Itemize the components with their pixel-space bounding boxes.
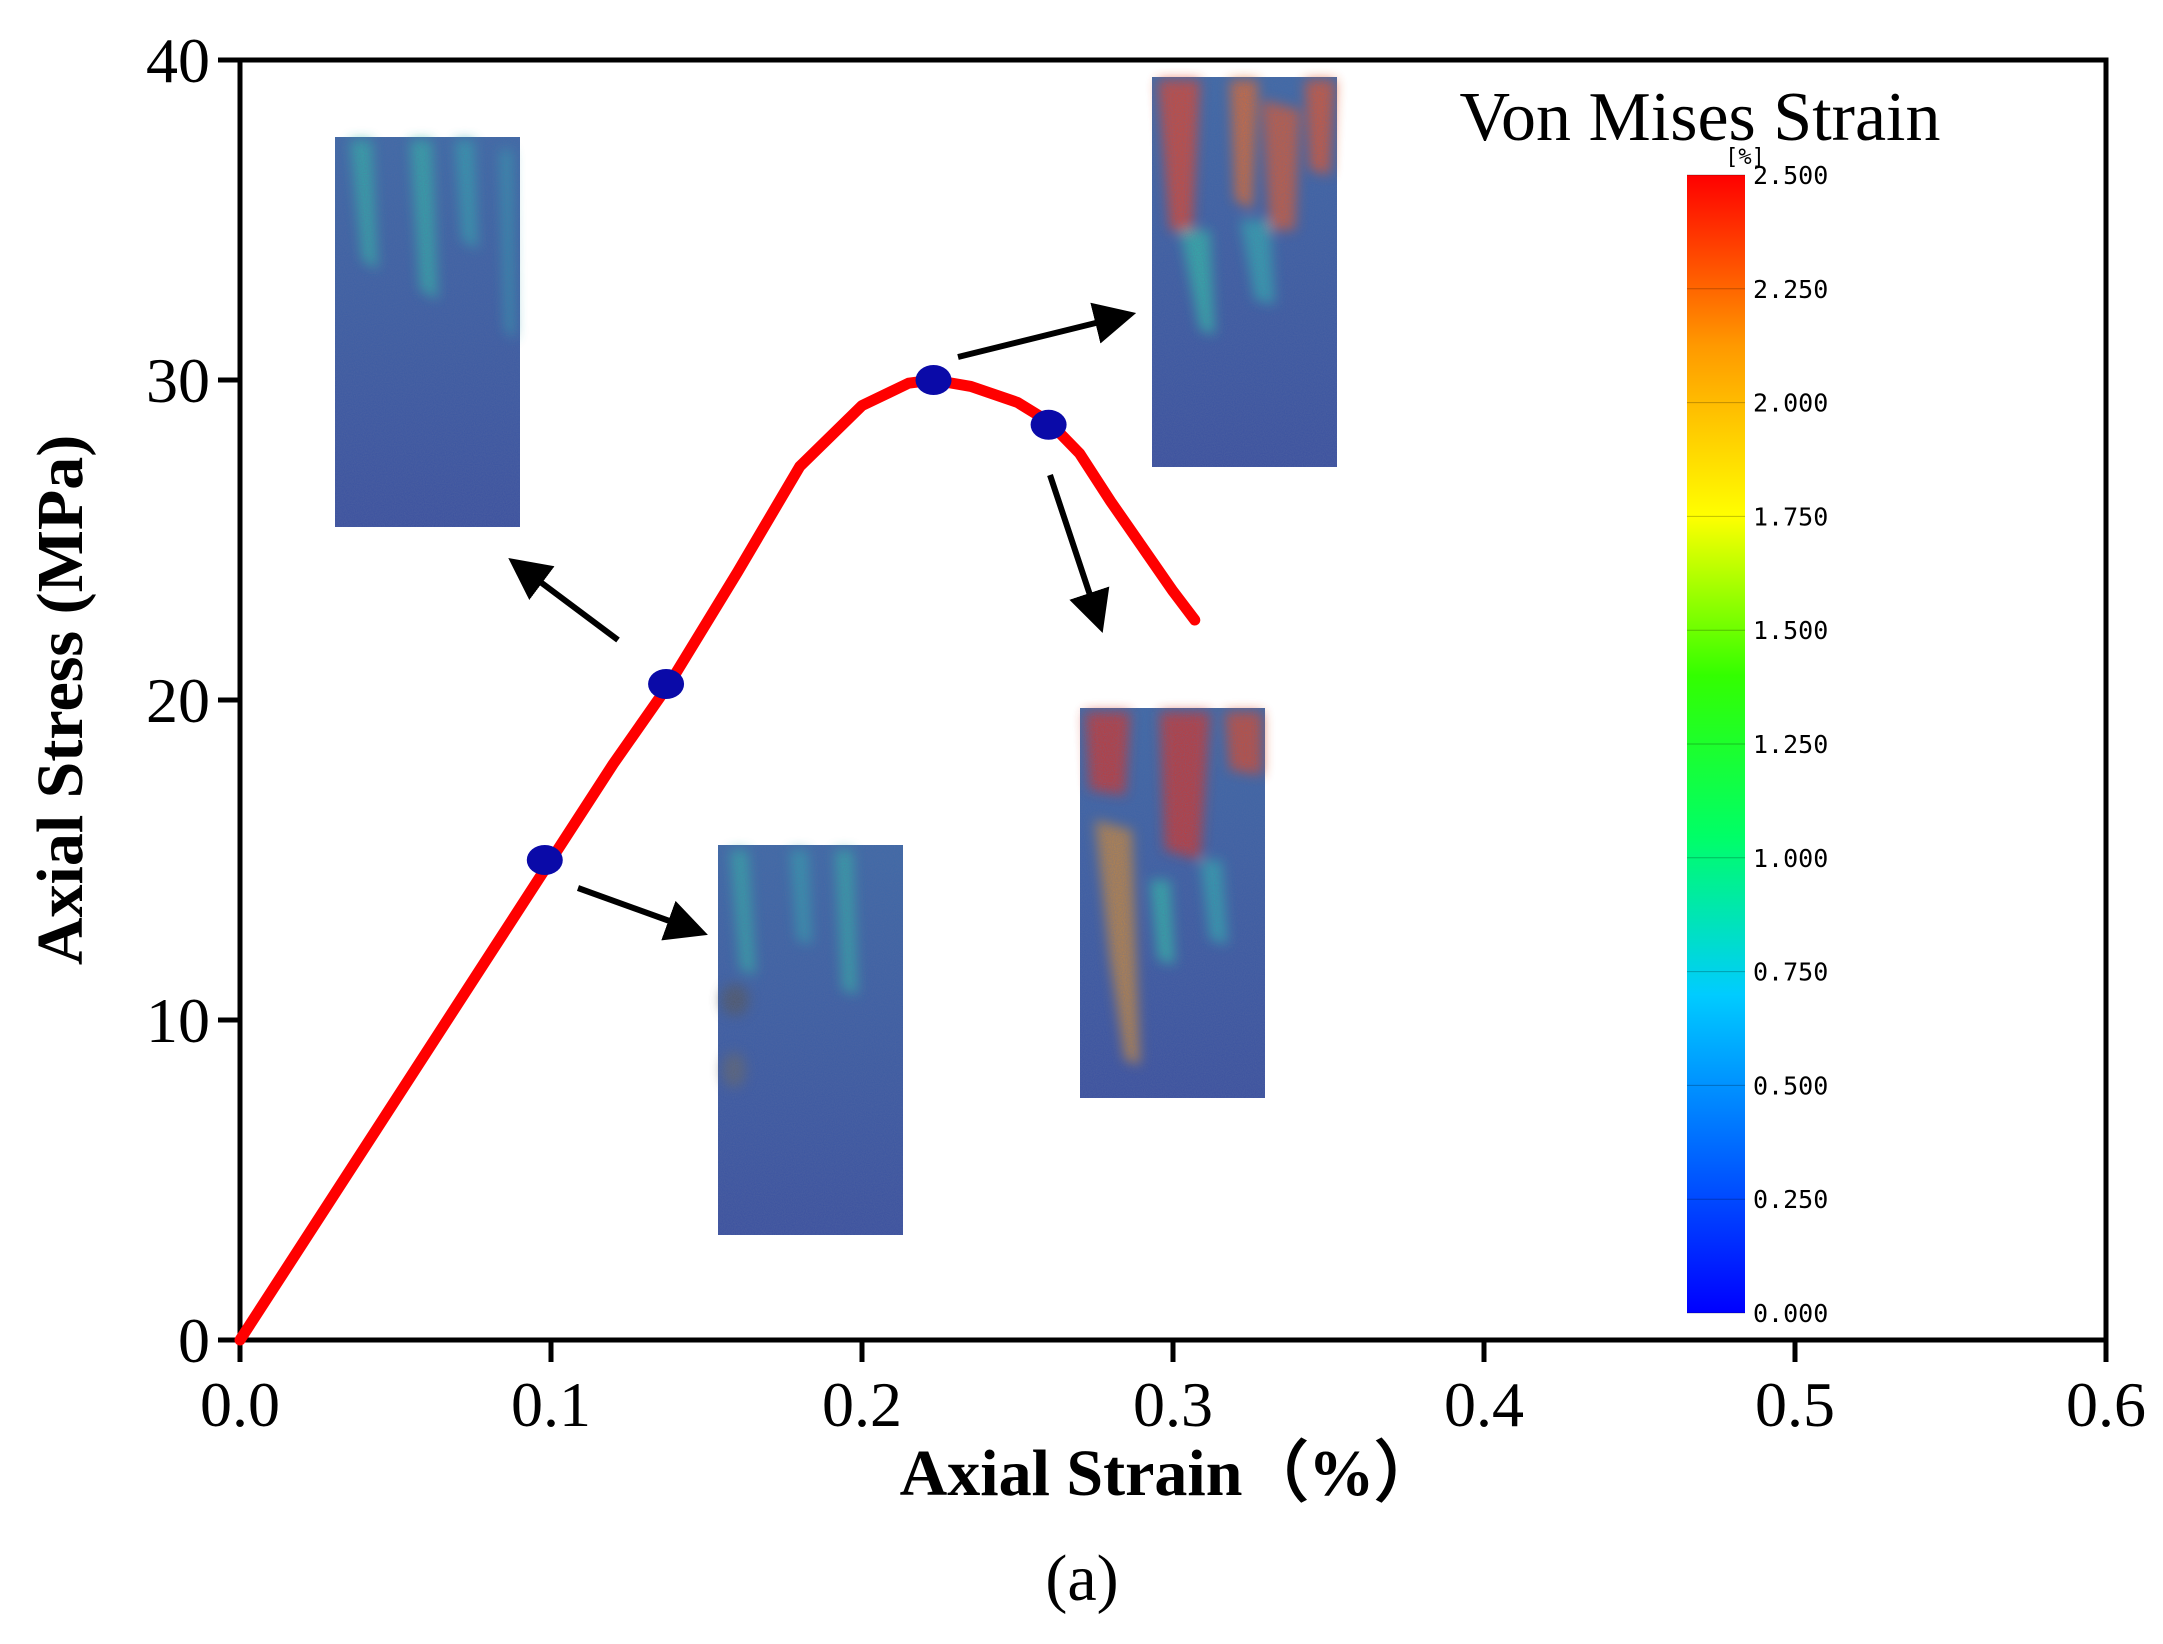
y-axis-ticks: 0 10 20 30 40 bbox=[146, 25, 240, 1376]
figure-caption: (a) bbox=[1045, 1542, 1118, 1615]
strain-image-peak bbox=[1152, 77, 1337, 467]
y-axis-title: Axial Stress (MPa) bbox=[24, 435, 97, 965]
x-tick-label: 0.3 bbox=[1133, 1369, 1213, 1440]
colorbar-ticks: 2.500 2.250 2.000 1.750 1.500 1.250 1.000 0.750… bbox=[1687, 161, 1828, 1328]
data-point-marker bbox=[915, 365, 952, 395]
data-point-marker bbox=[648, 669, 685, 699]
y-tick-label: 20 bbox=[146, 665, 210, 736]
y-tick-label: 10 bbox=[146, 985, 210, 1056]
data-markers bbox=[526, 365, 1067, 875]
y-tick-label: 40 bbox=[146, 25, 210, 96]
colorbar-gradient bbox=[1687, 175, 1745, 1313]
x-tick-label: 0.6 bbox=[2066, 1369, 2146, 1440]
colorbar-tick-label: 0.250 bbox=[1753, 1185, 1828, 1214]
arrow-to-20-mpa-image bbox=[508, 557, 620, 643]
colorbar-title: Von Mises Strain bbox=[1460, 79, 1941, 156]
colorbar-tick-label: 1.250 bbox=[1753, 730, 1828, 759]
colorbar-tick-label: 2.250 bbox=[1753, 275, 1828, 304]
y-tick-label: 0 bbox=[178, 1305, 210, 1376]
x-axis-ticks: 0.0 0.1 0.2 0.3 0.4 0.5 0.6 bbox=[200, 1340, 2146, 1440]
x-axis-title: Axial Strain（%） bbox=[900, 1436, 1441, 1510]
colorbar-tick-label: 2.500 bbox=[1753, 161, 1828, 190]
y-tick-label: 30 bbox=[146, 345, 210, 416]
strain-image-20-mpa bbox=[335, 137, 520, 527]
colorbar-unit: [%] bbox=[1725, 145, 1765, 170]
x-tick-label: 0.2 bbox=[822, 1369, 902, 1440]
colorbar-tick-label: 0.750 bbox=[1753, 958, 1828, 987]
arrow-to-15-mpa-image bbox=[576, 885, 708, 941]
colorbar-tick-label: 1.500 bbox=[1753, 616, 1828, 645]
x-tick-label: 0.0 bbox=[200, 1369, 280, 1440]
colorbar: Von Mises Strain [%] 2.500 2.250 2.000 1.75… bbox=[1460, 79, 1941, 1328]
colorbar-tick-label: 1.000 bbox=[1753, 844, 1828, 873]
x-tick-label: 0.4 bbox=[1444, 1369, 1524, 1440]
annotation-arrows bbox=[508, 302, 1137, 941]
colorbar-tick-label: 0.000 bbox=[1753, 1299, 1828, 1328]
x-tick-label: 0.5 bbox=[1755, 1369, 1835, 1440]
colorbar-tick-label: 2.000 bbox=[1753, 389, 1828, 418]
stress-strain-curve bbox=[234, 374, 1201, 1346]
colorbar-tick-label: 0.500 bbox=[1753, 1071, 1828, 1100]
arrow-to-peak-image bbox=[957, 302, 1137, 360]
arrow-to-post-peak-image bbox=[1047, 474, 1110, 633]
colorbar-tick-label: 1.750 bbox=[1753, 502, 1828, 531]
strain-image-15-mpa bbox=[718, 845, 903, 1235]
data-point-marker bbox=[526, 845, 563, 875]
x-tick-label: 0.1 bbox=[511, 1369, 591, 1440]
data-point-marker bbox=[1030, 409, 1067, 440]
strain-image-post-peak bbox=[1080, 708, 1265, 1098]
